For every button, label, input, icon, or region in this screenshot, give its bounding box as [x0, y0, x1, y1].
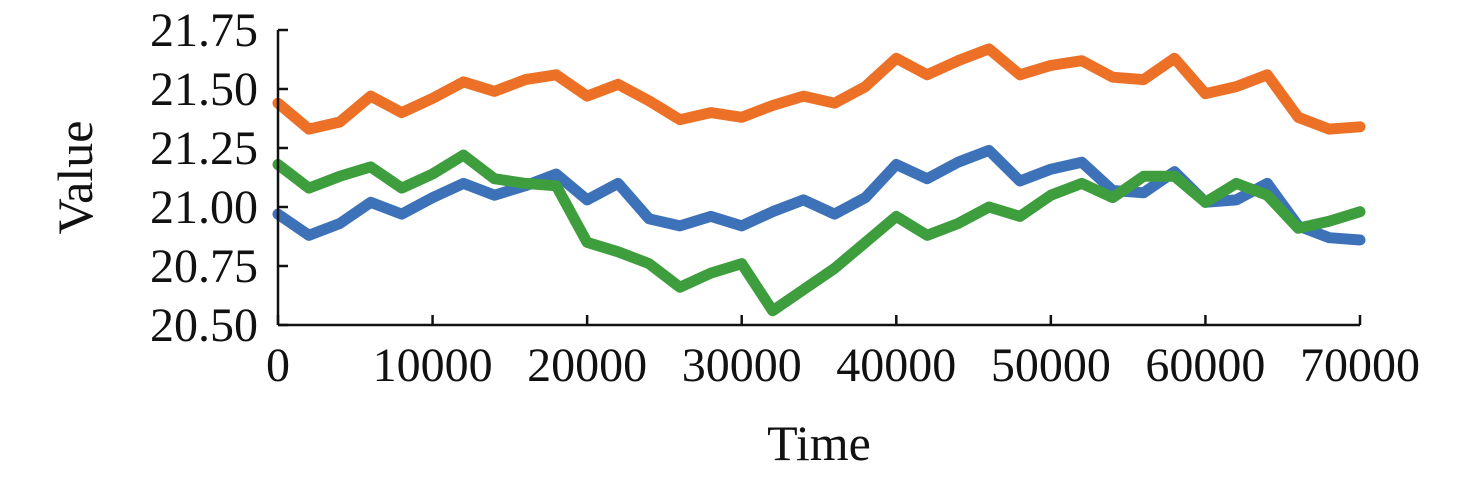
x-tick-label: 30000: [682, 339, 802, 392]
x-tick-label: 40000: [836, 339, 956, 392]
series-line-3: [272, 149, 1366, 317]
x-ticks: 0 10000 20000 30000 40000 50000 60000 70000: [266, 315, 1420, 392]
x-tick-label: 60000: [1145, 339, 1265, 392]
y-tick-label: 20.75: [150, 240, 258, 293]
x-tick-label: 20000: [527, 339, 647, 392]
series-line-1: [272, 43, 1366, 135]
x-tick-label: 0: [266, 339, 290, 392]
x-tick-label: 50000: [991, 339, 1111, 392]
x-tick-label: 70000: [1300, 339, 1420, 392]
x-axis-label: Time: [767, 415, 871, 471]
series-layer: [272, 43, 1366, 317]
y-tick-label: 21.75: [150, 4, 258, 57]
x-tick-label: 10000: [373, 339, 493, 392]
y-axis-label: Value: [47, 121, 103, 235]
y-tick-label: 20.50: [150, 299, 258, 352]
y-tick-label: 21.00: [150, 181, 258, 234]
y-tick-label: 21.25: [150, 122, 258, 175]
y-tick-label: 21.50: [150, 63, 258, 116]
y-ticks: 20.50 20.75 21.00 21.25 21.50 21.75: [150, 4, 288, 352]
